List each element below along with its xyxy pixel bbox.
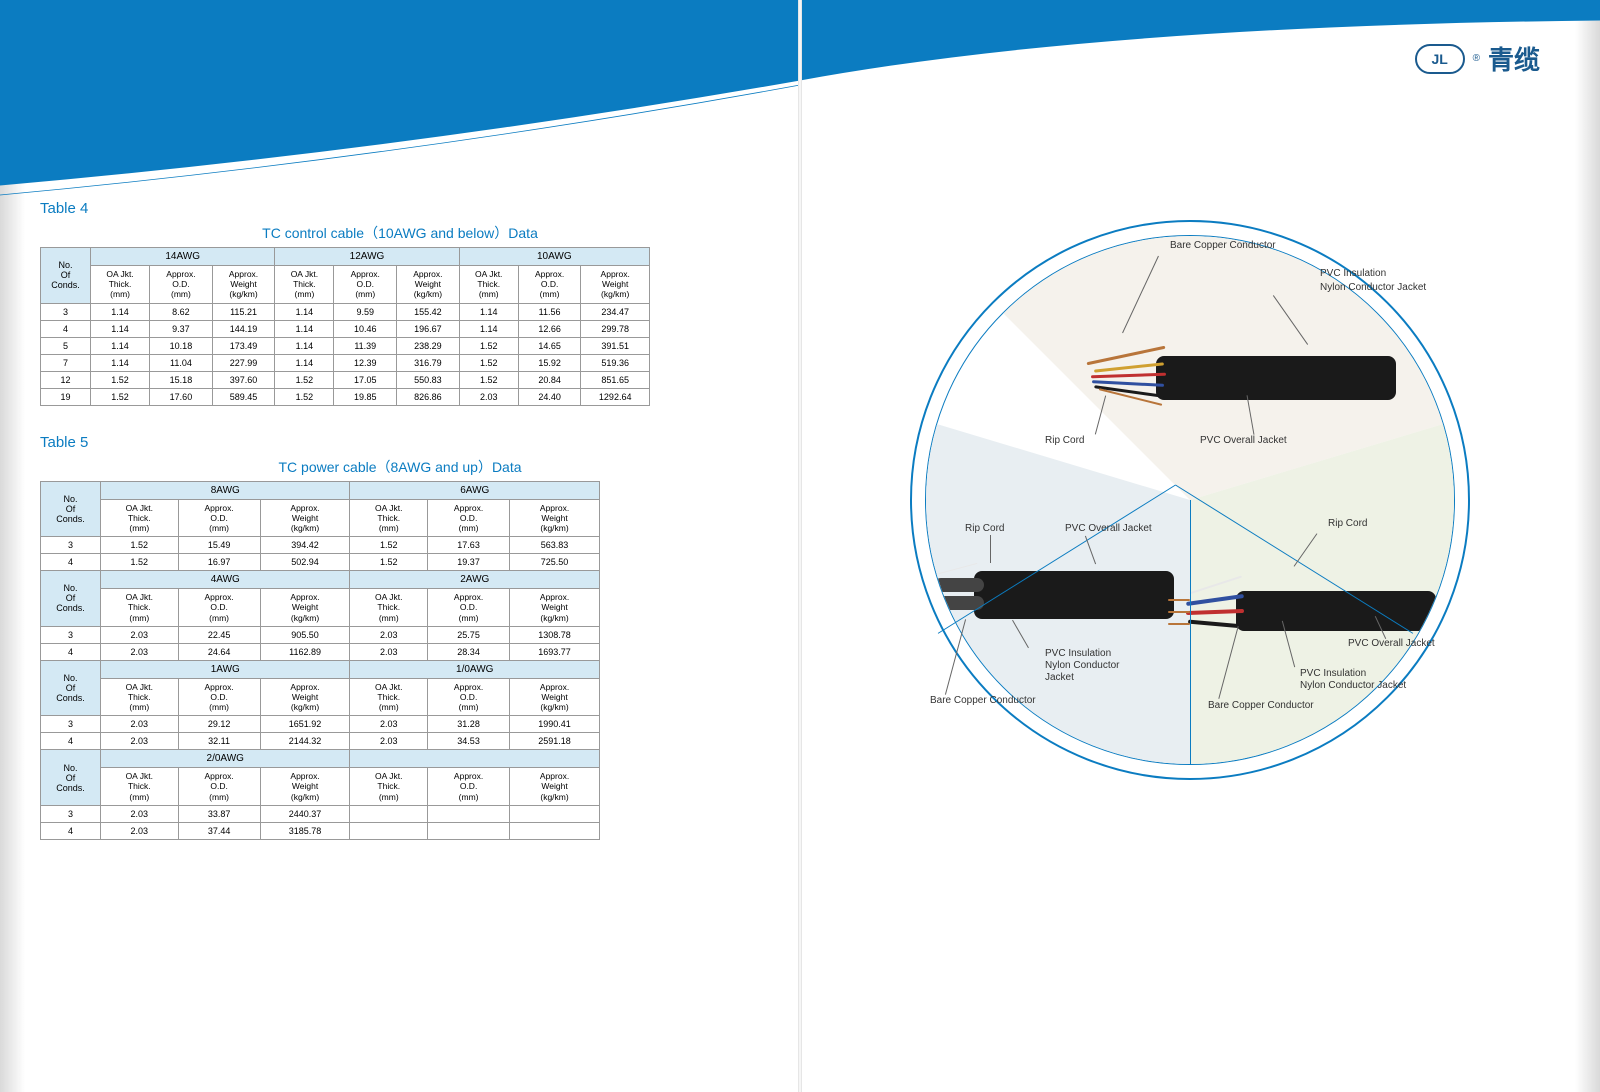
logo-text: 青缆 bbox=[1488, 40, 1540, 77]
label-rip-cord-br: Rip Cord bbox=[1328, 518, 1367, 529]
page-spine bbox=[798, 0, 802, 1092]
label-rip-cord: Rip Cord bbox=[1045, 435, 1084, 446]
cable-power bbox=[974, 571, 1174, 619]
right-page: Bare Copper Conductor PVC Insulation Nyl… bbox=[840, 200, 1540, 900]
label-bare-copper-bl: Bare Copper Conductor bbox=[930, 695, 1036, 706]
table4-label: Table 4 bbox=[40, 200, 760, 217]
wire bbox=[1168, 611, 1190, 613]
divider bbox=[1190, 500, 1191, 765]
table5: No.OfConds.8AWG6AWGOA Jkt.Thick.(mm)Appr… bbox=[40, 481, 600, 840]
left-page: Table 4 TC control cable（10AWG and below… bbox=[40, 200, 760, 868]
wire bbox=[934, 578, 984, 592]
logo-icon: JL bbox=[1415, 44, 1465, 74]
wire bbox=[1168, 599, 1190, 601]
cable-control bbox=[1236, 591, 1436, 631]
table4: No.OfConds.14AWG12AWG10AWGOA Jkt.Thick.(… bbox=[40, 247, 650, 406]
label-pvc-overall-br: PVC Overall Jacket bbox=[1348, 638, 1435, 649]
label-pvc-insulation: PVC Insulation bbox=[1320, 268, 1386, 279]
cable-multicore bbox=[1156, 356, 1396, 400]
label-pvc-ins-nylon-br: PVC InsulationNylon Conductor Jacket bbox=[1300, 668, 1406, 692]
brand-logo: JL ® 青缆 bbox=[1415, 40, 1540, 77]
table5-label: Table 5 bbox=[40, 434, 760, 451]
table5-title: TC power cable（8AWG and up）Data bbox=[40, 457, 760, 477]
label-nylon-jacket: Nylon Conductor Jacket bbox=[1320, 282, 1426, 293]
label-pvc-overall: PVC Overall Jacket bbox=[1200, 435, 1287, 446]
wire bbox=[925, 601, 939, 605]
cable-diagram: Bare Copper Conductor PVC Insulation Nyl… bbox=[910, 220, 1470, 780]
lead-line bbox=[990, 535, 991, 563]
label-pvc-overall-bl: PVC Overall Jacket bbox=[1065, 523, 1152, 534]
registered-mark: ® bbox=[1473, 53, 1480, 64]
wire bbox=[925, 583, 939, 587]
label-rip-cord-bl: Rip Cord bbox=[965, 523, 1004, 534]
table4-title: TC control cable（10AWG and below）Data bbox=[40, 223, 760, 243]
wire bbox=[1168, 623, 1190, 625]
label-pvc-ins-nylon-bl: PVC InsulationNylon ConductorJacket bbox=[1045, 648, 1119, 684]
label-bare-copper-br: Bare Copper Conductor bbox=[1208, 700, 1314, 711]
label-bare-copper: Bare Copper Conductor bbox=[1170, 240, 1276, 251]
